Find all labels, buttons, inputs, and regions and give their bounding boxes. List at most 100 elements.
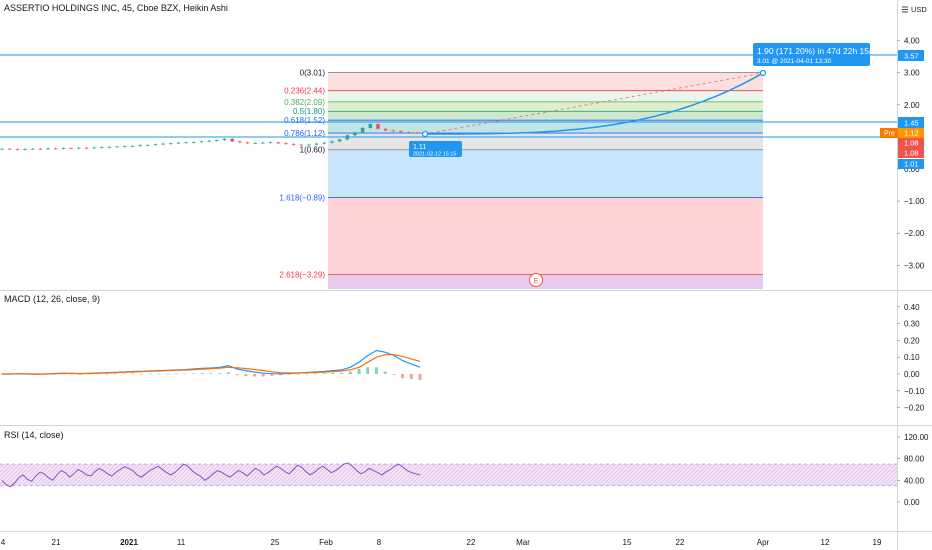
time-tick-label: Mar <box>516 538 530 547</box>
candle-body <box>192 142 196 143</box>
candle-body <box>215 140 219 141</box>
candle-body <box>261 142 265 144</box>
macd-hist-bar <box>226 372 230 374</box>
macd-hist-bar <box>200 373 204 374</box>
macd-pane-label[interactable]: MACD (12, 26, close, 9) <box>4 294 101 304</box>
candle-body <box>15 149 20 150</box>
earnings-marker[interactable]: E <box>529 273 543 287</box>
rsi-pane-label[interactable]: RSI (14, close) <box>4 430 64 440</box>
fib-level-label-4: 0.618(1.52) <box>284 116 325 125</box>
macd-hist-bar <box>96 373 100 375</box>
fib-zone-1 <box>328 90 763 102</box>
candle-body <box>207 140 211 142</box>
macd-hist-bar <box>148 373 152 375</box>
price-tick-label: −2.00 <box>904 229 925 238</box>
candle-body <box>61 148 66 149</box>
candle-body <box>360 127 365 133</box>
projection-tooltip[interactable]: 1.90 (171.20%) in 47d 22h 15m 3.01 @ 202… <box>753 43 876 66</box>
point-tooltip[interactable]: 1.11 2021-02-12 15:15 <box>409 141 462 158</box>
macd-hist-bar <box>113 373 117 375</box>
candle-body <box>345 135 350 140</box>
macd-pane[interactable] <box>0 291 897 425</box>
candle-body <box>406 132 411 133</box>
candle-body <box>69 148 73 149</box>
candle-body <box>153 144 158 146</box>
candle-body <box>0 148 4 150</box>
rsi-tick-label: 40.00 <box>904 476 925 485</box>
fib-level-label-6: 1(0.60) <box>300 146 326 155</box>
macd-hist-bar <box>314 373 317 375</box>
macd-hist-bar <box>218 373 222 374</box>
candle-body <box>314 143 319 145</box>
macd-hist-bar <box>287 374 291 375</box>
macd-hist-bar <box>392 374 396 375</box>
fib-zone-5 <box>328 133 763 150</box>
candle-body <box>353 132 357 136</box>
price-scale[interactable]: 4.003.002.001.000.00−1.00−2.00−3.000.400… <box>897 37 929 507</box>
point-tooltip-date: 2021-02-12 15:15 <box>413 152 456 158</box>
candle-body <box>169 143 173 145</box>
fib-zone-extension <box>328 274 763 289</box>
time-tick-label: 25 <box>271 538 280 547</box>
macd-hist-bar <box>401 374 405 379</box>
time-tick-label: 22 <box>676 538 685 547</box>
projection-start-point[interactable] <box>421 130 429 138</box>
macd-hist-bar <box>209 373 213 374</box>
earnings-marker-label: E <box>534 278 539 285</box>
candle-body <box>145 144 150 146</box>
candle-body <box>307 144 311 146</box>
candle-body <box>84 147 89 149</box>
macd-signal-line <box>2 354 421 375</box>
badge-red-2: 1.08 <box>904 149 919 158</box>
time-tick-label: 15 <box>623 538 632 547</box>
candle-body <box>291 143 296 145</box>
candle-body <box>115 146 119 148</box>
candle-body <box>245 142 250 144</box>
projection-curve[interactable] <box>425 72 764 135</box>
candle-body <box>184 142 188 144</box>
candle-body <box>222 138 227 141</box>
candle-body <box>399 131 403 133</box>
fib-zone-2 <box>328 101 763 112</box>
macd-hist-bar <box>357 368 361 374</box>
projection-end-point[interactable] <box>759 69 767 77</box>
badge-mid-line: 1.45 <box>904 119 919 128</box>
macd-hist-bar <box>139 373 143 375</box>
badge-pre-value: 1.12 <box>904 129 919 138</box>
candle-body <box>268 142 273 144</box>
menu-icon[interactable] <box>902 6 908 13</box>
time-tick-label: 11 <box>177 538 186 547</box>
price-tick-label: 0.00 <box>904 165 920 174</box>
candle-body <box>368 124 373 128</box>
symbol-title[interactable]: ASSERTIO HOLDINGS INC, 45, Cboe BZX, Hei… <box>4 3 228 13</box>
currency-label[interactable]: USD <box>911 5 927 14</box>
fib-retracement[interactable]: 0(3.01)0.236(2.44)0.382(2.09)0.5(1.80)0.… <box>279 68 763 289</box>
fib-zone-4 <box>328 120 763 134</box>
fib-level-label-1: 0.236(2.44) <box>284 87 325 96</box>
macd-hist-bar <box>183 373 187 375</box>
candle-body <box>46 148 50 150</box>
candle-body <box>30 148 35 150</box>
time-tick-label: 12 <box>821 538 830 547</box>
candle-body <box>276 142 281 144</box>
badge-upper-line: 3.57 <box>904 52 919 61</box>
candle-body <box>376 124 380 129</box>
price-candles <box>0 123 426 151</box>
time-scale[interactable]: 4 21 2021 11 25 Feb 8 22 Mar 15 22 Apr 12 19 <box>1 538 882 547</box>
price-tick-label: −1.00 <box>904 197 925 206</box>
macd-tick-label: 0.10 <box>904 353 920 362</box>
fib-zone-7 <box>328 197 763 275</box>
badge-red-1: 1.08 <box>904 139 919 148</box>
macd-hist-bar <box>122 373 126 375</box>
candle-body <box>330 141 334 143</box>
macd-hist-bar <box>383 371 387 374</box>
macd-tick-label: 0.00 <box>904 370 920 379</box>
candle-body <box>92 147 96 149</box>
macd-hist-bar <box>270 374 274 376</box>
time-tick-label: Feb <box>319 538 333 547</box>
macd-tick-label: −0.10 <box>904 387 925 396</box>
macd-hist-bar <box>105 373 108 375</box>
macd-hist-bar <box>305 373 309 375</box>
macd-hist-bar <box>261 374 265 377</box>
